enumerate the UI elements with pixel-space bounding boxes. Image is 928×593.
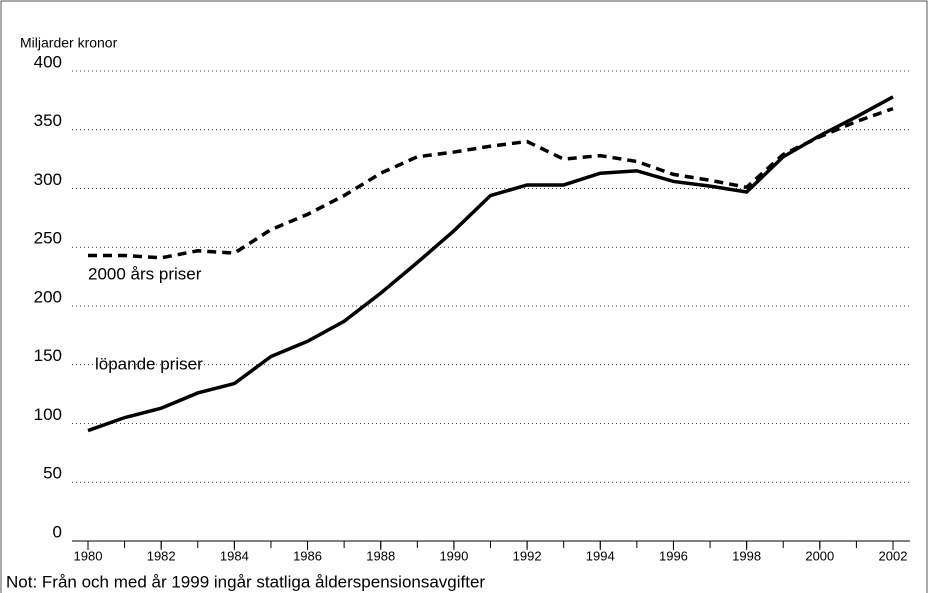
y-tick-label: 350 (34, 111, 62, 130)
y-tick-label: 100 (34, 405, 62, 424)
series-label: 2000 års priser (88, 264, 202, 283)
y-tick-label: 300 (34, 170, 62, 189)
y-tick-label: 250 (34, 229, 62, 248)
line-series (87, 95, 894, 433)
x-tick-label: 1996 (659, 548, 688, 563)
x-tick-label: 2000 (805, 548, 834, 563)
x-tick-label: 1992 (513, 548, 542, 563)
y-axis-label: Miljarder kronor (20, 35, 118, 51)
x-tick-label: 1982 (147, 548, 176, 563)
x-tick-label: 1994 (586, 548, 615, 563)
x-tick-label: 1998 (732, 548, 761, 563)
x-tick-label: 2002 (879, 548, 908, 563)
x-tick-label: 1990 (439, 548, 468, 563)
line-series (88, 106, 894, 260)
x-tick-label: 1980 (74, 548, 103, 563)
y-tick-label: 0 (53, 522, 62, 541)
y-tick-label: 150 (34, 346, 62, 365)
x-tick-label: 1984 (220, 548, 249, 563)
series-label: löpande priser (95, 354, 203, 373)
x-tick-label: 1988 (366, 548, 395, 563)
note: Not: Från och med år 1999 ingår statliga… (6, 572, 485, 591)
y-tick-label: 200 (34, 287, 62, 306)
y-tick-label: 50 (43, 464, 62, 483)
x-tick-label: 1986 (293, 548, 322, 563)
y-tick-label: 400 (34, 52, 62, 71)
